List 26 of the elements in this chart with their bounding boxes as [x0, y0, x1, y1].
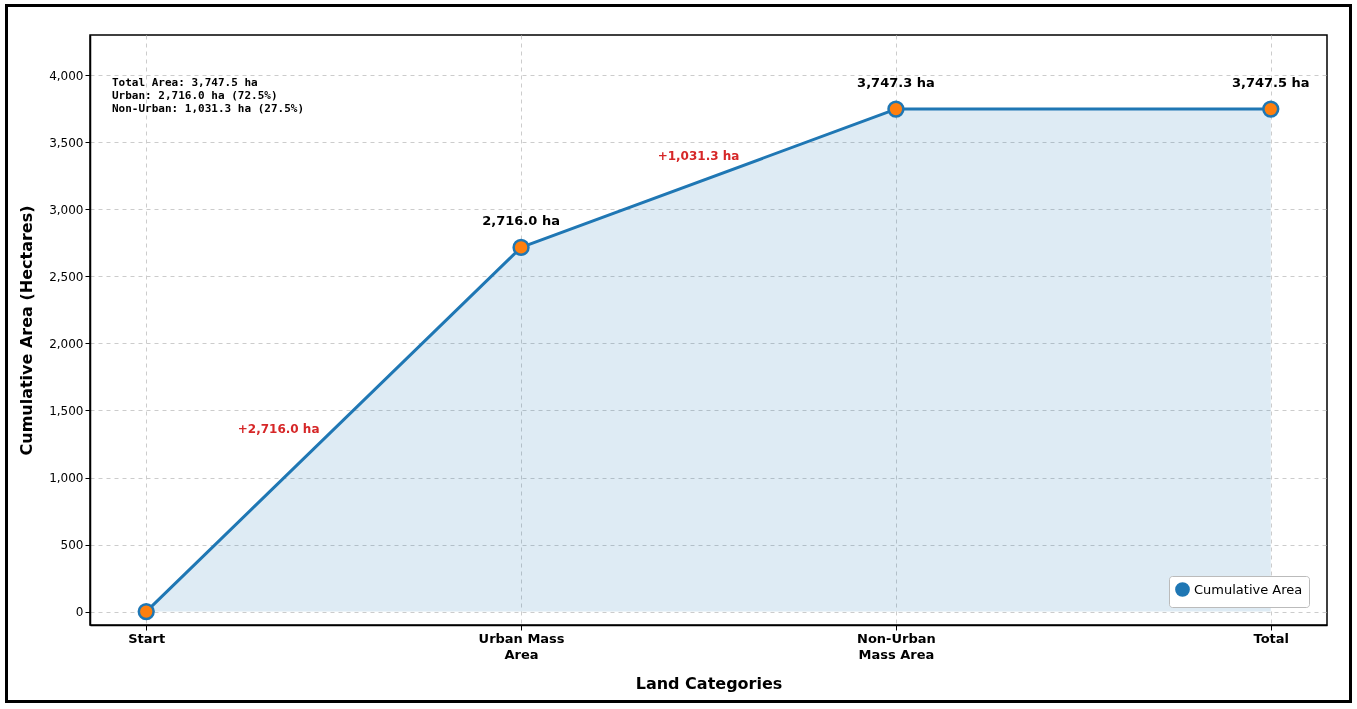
- y-tick-label: 500: [60, 538, 84, 553]
- y-tick-label: 2,000: [49, 336, 84, 351]
- data-label: 3,747.3 ha: [857, 75, 935, 91]
- x-tick-label: Start: [128, 630, 166, 646]
- point: [512, 238, 530, 257]
- x-axis-title: Land Categories: [635, 673, 783, 693]
- annotation: +2,716.0 ha: [237, 422, 320, 437]
- y-axis-title: Cumulative Area (Hectares): [17, 205, 37, 456]
- y-tick-label: 0: [75, 605, 84, 620]
- data-label: 2,716.0 ha: [482, 213, 560, 229]
- y-tick-label: 1,000: [49, 471, 84, 485]
- x-tick-label: Non-Urban Mass Area: [857, 630, 936, 662]
- x-tick-label: Urban Mass Area: [478, 630, 565, 662]
- annotation: Total Area: 3,747.5 ha Urban: 2,716.0 ha (72.5%) Non-Urban: 1,031.3 ha (27.5%): [112, 76, 305, 115]
- x-tick-label: Total: [1253, 630, 1290, 646]
- y-tick-label: 2,500: [49, 269, 84, 284]
- point: [137, 602, 155, 621]
- y-tick-label: 3,500: [49, 135, 84, 150]
- y-tick-label: 3,000: [49, 202, 84, 217]
- point: [887, 100, 905, 118]
- legend-label: Cumulative Area: [1194, 581, 1303, 597]
- annotation: +1,031.3 ha: [657, 149, 740, 164]
- y-tick-label: 4,000: [49, 68, 84, 83]
- y-tick-label: 1,500: [49, 403, 84, 418]
- data-label: 3,747.5 ha: [1231, 75, 1310, 91]
- point: [1262, 100, 1280, 118]
